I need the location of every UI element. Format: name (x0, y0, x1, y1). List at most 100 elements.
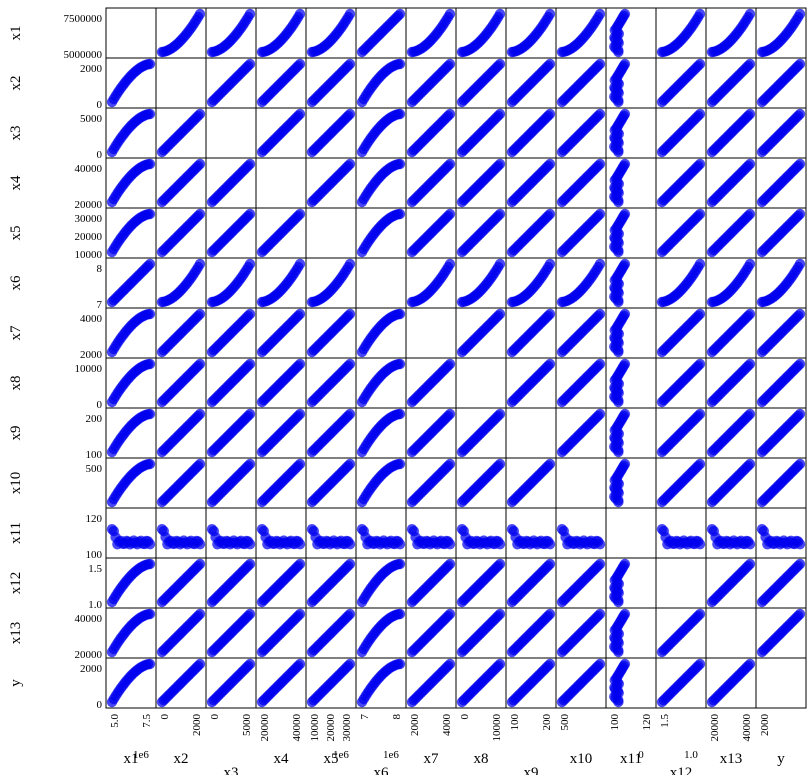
scatter-point (394, 558, 406, 570)
panel-x4-vs-x7 (405, 157, 457, 209)
panel-x8-vs-y (755, 357, 807, 409)
y-tick-label: 7500000 (64, 13, 103, 25)
panel-x2-vs-x11 (605, 57, 657, 109)
y-axis-label-x10: x10 (8, 472, 24, 495)
panel-x12-vs-x1 (105, 557, 157, 609)
x-tick-label: 0 (159, 714, 171, 720)
panel-x7-vs-x10 (555, 307, 607, 359)
scatter-point (244, 608, 256, 620)
x-tick-label: 10000 (491, 714, 503, 742)
panel-x12-vs-x10 (555, 557, 607, 609)
x-axis-label-x4: x4 (274, 751, 290, 767)
scatter-point (613, 296, 624, 308)
scatter-point (144, 208, 156, 220)
panel-x10-vs-x2 (155, 457, 207, 509)
scatter-point (494, 539, 506, 550)
panel-x9-vs-x9 (505, 407, 557, 459)
panel-x8-vs-x9 (505, 357, 557, 409)
panel-x3-vs-x3 (205, 107, 257, 159)
scatter-point (194, 208, 206, 220)
x-axis-label-y: y (777, 751, 785, 767)
scatter-point (613, 696, 624, 708)
scatter-point (544, 158, 556, 170)
scatter-point (444, 608, 456, 620)
panel-x10-vs-x8 (455, 457, 507, 509)
scatter-point (794, 108, 806, 120)
scatter-point (794, 458, 806, 470)
panel-x2-vs-x4 (255, 57, 307, 109)
scatter-point (694, 539, 706, 550)
panel-x1-vs-x2 (155, 7, 207, 59)
panel-x12-vs-x5 (305, 557, 357, 609)
panel-x10-vs-x12 (655, 457, 707, 509)
scatter-point (294, 458, 306, 470)
scatter-point (544, 558, 556, 570)
scatter-point (694, 658, 706, 670)
x-axis-label-x5: x5 (324, 751, 339, 767)
scatter-point (344, 539, 356, 550)
panel-x5-vs-x12 (655, 207, 707, 259)
panel-x13-vs-y (755, 607, 807, 659)
panel-x3-vs-x13 (705, 107, 757, 159)
panel-x10-vs-x11 (605, 457, 657, 509)
scatter-point (794, 8, 806, 20)
panel-x6-vs-x9 (505, 257, 557, 309)
panel-x10-vs-x7 (405, 457, 457, 509)
scatter-point (744, 558, 756, 570)
scatter-point (613, 196, 624, 208)
panel-x4-vs-x2 (155, 157, 207, 209)
x-tick-label: 500 (559, 714, 571, 731)
panel-x9-vs-x12 (655, 407, 707, 459)
scatter-point (594, 258, 606, 270)
panel-frame (555, 457, 607, 509)
y-tick-label: 100 (86, 549, 103, 561)
panel-x1-vs-y (755, 7, 807, 59)
scatter-point (394, 658, 406, 670)
scatter-point (144, 558, 156, 570)
scatter-point (613, 96, 624, 108)
x-axis-label-x12: x12 (670, 765, 693, 775)
scatter-point (744, 358, 756, 370)
panel-x9-vs-y (755, 407, 807, 459)
scatter-point (613, 596, 624, 608)
panel-x3-vs-x9 (505, 107, 557, 159)
scatter-point (344, 258, 356, 270)
panel-x7-vs-x2 (155, 307, 207, 359)
panel-x11-vs-y (755, 507, 807, 559)
x-axis-label-x10: x10 (570, 751, 593, 767)
panel-x5-vs-x7 (405, 207, 457, 259)
scatter-point (794, 608, 806, 620)
panel-frame (205, 107, 257, 159)
scatter-point (394, 158, 406, 170)
panel-y-vs-x11 (605, 657, 657, 709)
y-axis-labels: x175000005000000x220000x350000x440000200… (8, 13, 103, 711)
panel-x13-vs-x8 (455, 607, 507, 659)
y-tick-label: 2000 (80, 63, 103, 75)
panel-x2-vs-x9 (505, 57, 557, 109)
panel-x9-vs-x2 (155, 407, 207, 459)
scatter-point (794, 558, 806, 570)
panel-x7-vs-x4 (255, 307, 307, 359)
panel-x6-vs-y (755, 257, 807, 309)
panel-x7-vs-x3 (205, 307, 257, 359)
y-tick-label: 10000 (75, 249, 103, 261)
panel-x11-vs-x7 (405, 507, 457, 559)
panel-x8-vs-x4 (255, 357, 307, 409)
panel-x3-vs-x10 (555, 107, 607, 159)
x-tick-label: 40000 (741, 714, 753, 742)
panel-x10-vs-x6 (355, 457, 407, 509)
panel-x8-vs-x3 (205, 357, 257, 409)
panel-x12-vs-x4 (255, 557, 307, 609)
panel-x10-vs-x10 (555, 457, 607, 509)
panel-x8-vs-x5 (305, 357, 357, 409)
scatter-point (544, 258, 556, 270)
panel-x3-vs-x2 (155, 107, 207, 159)
panel-x11-vs-x11 (605, 507, 657, 559)
scatter-point (613, 46, 624, 58)
panel-x10-vs-x13 (705, 457, 757, 509)
panel-x3-vs-y (755, 107, 807, 159)
scatter-point (144, 358, 156, 370)
scatter-point (744, 58, 756, 70)
scatter-point (244, 8, 256, 20)
panel-x4-vs-x3 (205, 157, 257, 209)
